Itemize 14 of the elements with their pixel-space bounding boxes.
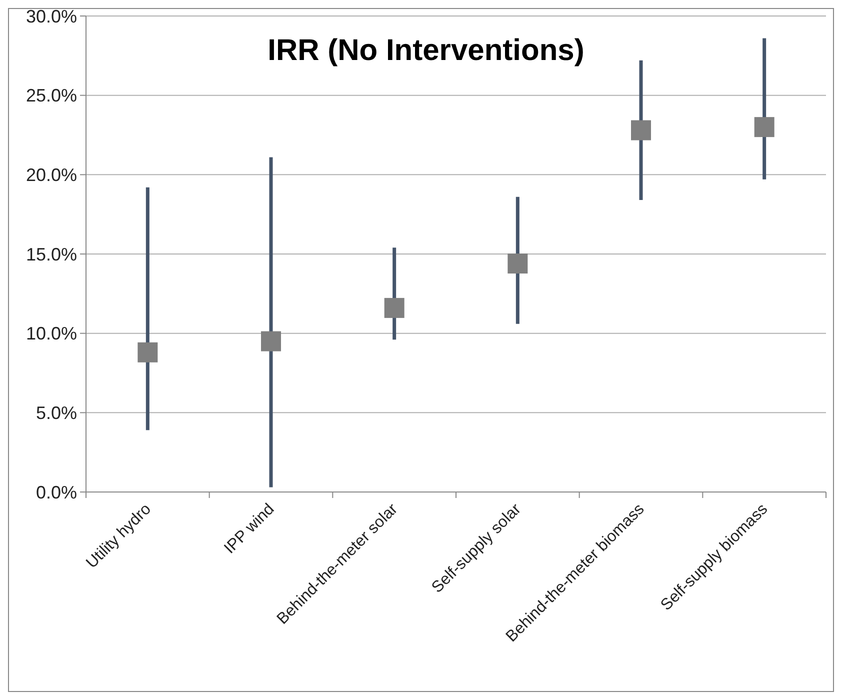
point: [754, 117, 774, 138]
y-tick-label: 15.0%: [26, 244, 77, 264]
y-tick-label: 10.0%: [26, 324, 77, 344]
y-tick-label: 25.0%: [26, 86, 77, 106]
y-tick-label: 20.0%: [26, 164, 77, 185]
point: [508, 254, 528, 274]
text: IRR (No Interventions): [268, 34, 584, 67]
y-tick-label: 30.0%: [26, 6, 77, 26]
point: [261, 331, 281, 352]
point: [631, 120, 651, 140]
point: [384, 298, 404, 318]
point: [138, 342, 158, 362]
y-tick-label: 0.0%: [36, 482, 77, 502]
y-tick-label: 5.0%: [36, 402, 77, 423]
